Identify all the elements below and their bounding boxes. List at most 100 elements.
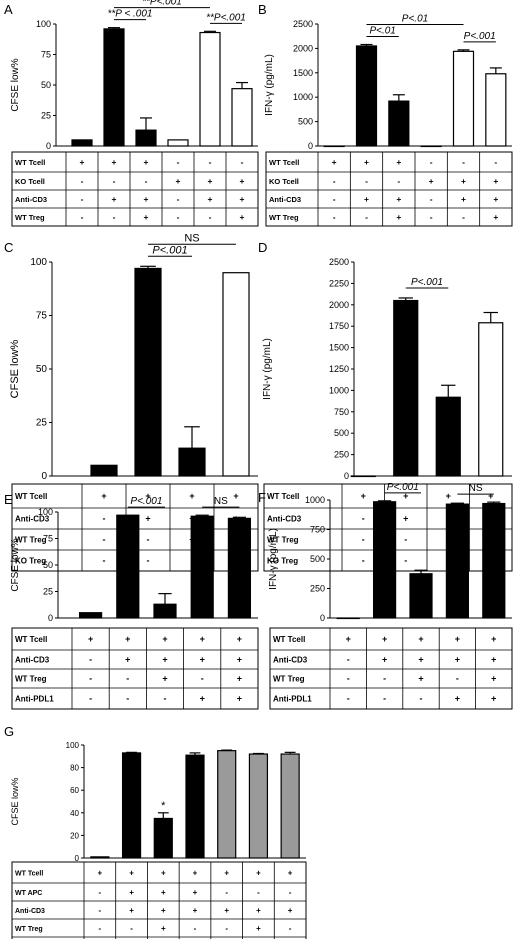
y-tick-label: 25 [41, 111, 51, 121]
significance-label: * [161, 800, 166, 812]
panel-E: E 0 25 50 75 100 CFSE low% P<.001 NS WT Tcell + + + +… [4, 492, 259, 710]
table-row-label: Anti-CD3 [273, 656, 308, 665]
table-cell: - [145, 176, 148, 186]
table-cell: + [364, 157, 369, 167]
table-cell: - [209, 157, 212, 167]
table-row-label: WT Treg [269, 213, 299, 222]
table-cell: - [113, 176, 116, 186]
table-cell: + [256, 924, 261, 933]
table-cell: + [208, 194, 213, 204]
panel-label: A [4, 2, 13, 17]
table-cell: - [147, 535, 150, 545]
table-cell: + [80, 157, 85, 167]
table-cell: - [462, 212, 465, 222]
table-cell: + [382, 634, 387, 644]
table-cell: - [347, 694, 350, 704]
table-cell: - [404, 556, 407, 566]
table-cell: + [233, 491, 238, 501]
panel-label: C [4, 240, 13, 255]
table-row-label: WT Tcell [15, 158, 45, 167]
table-cell: + [240, 212, 245, 222]
table-cell: + [162, 634, 167, 644]
table-cell: + [144, 212, 149, 222]
bar [231, 88, 253, 147]
panel-F: F 0 250 500 750 1000 IFN-γ (pg/mL) P<.001 NS WT T… [258, 482, 513, 710]
y-tick-label: 80 [70, 764, 79, 773]
table-cell: + [161, 888, 166, 897]
table-cell: - [164, 694, 167, 704]
table-cell: + [491, 674, 496, 684]
y-tick-label: 2500 [329, 257, 349, 267]
table-cell: + [125, 634, 130, 644]
table-cell: - [99, 924, 102, 933]
y-tick-label: 100 [36, 19, 51, 29]
y-tick-label: 1500 [293, 68, 313, 78]
table-cell: - [289, 924, 292, 933]
bar [190, 515, 214, 619]
panel-label: B [258, 2, 267, 17]
table-cell: + [461, 176, 466, 186]
table-cell: + [129, 869, 134, 878]
bar [393, 299, 419, 477]
significance-label: P<.001 [387, 482, 419, 493]
table-cell: - [333, 176, 336, 186]
table-row-label: Anti-CD3 [15, 908, 45, 915]
table-cell: - [397, 176, 400, 186]
bar [280, 753, 300, 859]
table-cell: + [144, 157, 149, 167]
y-tick-label: 1000 [293, 92, 313, 102]
condition-table [11, 861, 307, 939]
table-cell: - [430, 157, 433, 167]
bar [420, 145, 442, 148]
significance-label: **P<.001 [142, 0, 182, 8]
table-cell: - [126, 674, 129, 684]
panel-G: G 0 20 40 60 80 100 CFSE low% * WT Tcell + + + + + + + WT… [4, 724, 307, 939]
significance-label: NS [214, 496, 228, 507]
table-cell: + [129, 888, 134, 897]
table-cell: + [161, 924, 166, 933]
y-tick-label: 2000 [293, 43, 313, 53]
table-cell: + [88, 634, 93, 644]
table-row-label: Anti-PDL1 [273, 695, 312, 704]
table-cell: + [455, 655, 460, 665]
condition-table [11, 627, 259, 710]
bar [355, 45, 378, 147]
bar [199, 31, 221, 147]
table-cell: + [193, 906, 198, 915]
y-axis-title: CFSE low% [9, 339, 21, 398]
table-cell: + [189, 491, 194, 501]
table-cell: + [403, 514, 408, 524]
table-cell: + [256, 906, 261, 915]
table-cell: + [364, 194, 369, 204]
table-cell: + [224, 906, 229, 915]
table-cell: - [103, 556, 106, 566]
table-row-label: WT Treg [15, 213, 45, 222]
table-cell: - [209, 212, 212, 222]
table-cell: - [225, 924, 228, 933]
table-cell: + [491, 694, 496, 704]
table-cell: - [462, 157, 465, 167]
table-cell: - [347, 674, 350, 684]
table-cell: + [332, 157, 337, 167]
table-cell: - [89, 674, 92, 684]
table-cell: + [176, 176, 181, 186]
bar [248, 753, 269, 859]
table-cell: + [491, 655, 496, 665]
table-cell: + [161, 906, 166, 915]
bar [90, 464, 118, 477]
table-cell: - [103, 514, 106, 524]
table-cell: - [113, 212, 116, 222]
bar [134, 267, 162, 477]
table-cell: + [112, 194, 117, 204]
bar [478, 322, 504, 477]
table-cell: - [177, 212, 180, 222]
bar [452, 50, 475, 147]
y-tick-label: 0 [344, 471, 349, 481]
y-tick-label: 0 [308, 141, 313, 151]
table-cell: + [493, 194, 498, 204]
y-tick-label: 25 [43, 587, 53, 597]
bar [409, 573, 433, 619]
table-cell: + [224, 869, 229, 878]
